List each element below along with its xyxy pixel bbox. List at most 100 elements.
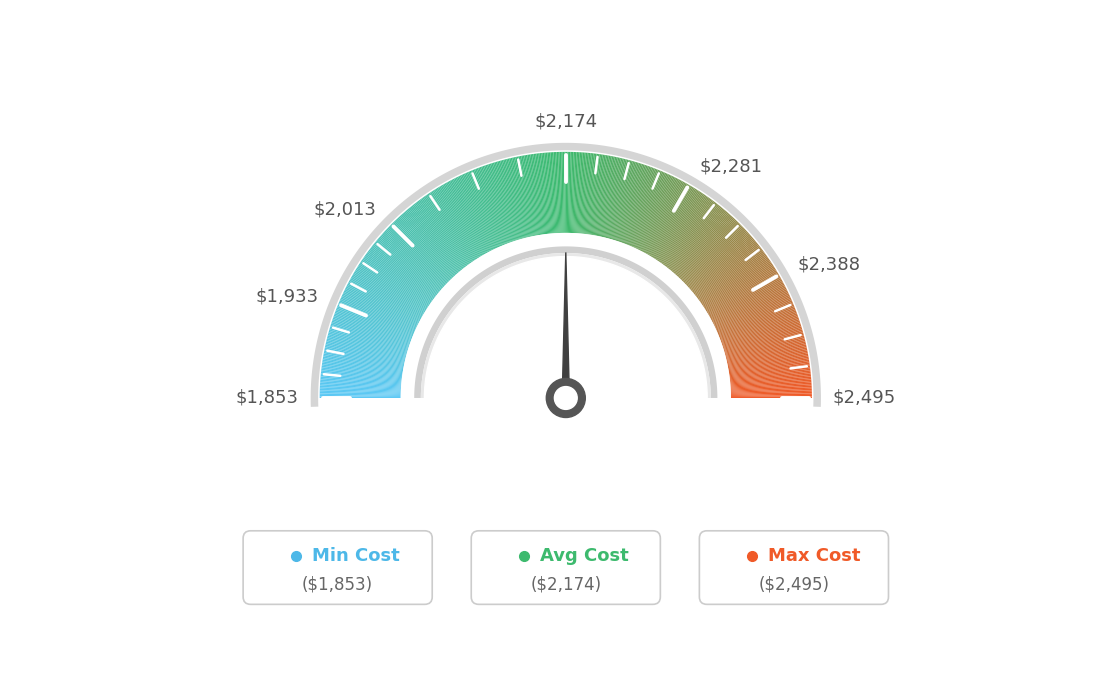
Polygon shape — [722, 316, 798, 344]
Polygon shape — [482, 166, 511, 243]
Polygon shape — [654, 189, 698, 259]
Polygon shape — [321, 373, 402, 382]
Polygon shape — [340, 297, 415, 331]
Polygon shape — [567, 152, 571, 233]
Polygon shape — [659, 195, 707, 263]
Polygon shape — [538, 153, 549, 234]
Polygon shape — [731, 392, 811, 395]
Polygon shape — [488, 164, 514, 242]
Polygon shape — [526, 155, 540, 235]
Polygon shape — [722, 319, 799, 346]
Polygon shape — [335, 312, 411, 341]
Polygon shape — [327, 337, 406, 358]
Polygon shape — [637, 176, 673, 250]
Polygon shape — [569, 152, 572, 233]
Polygon shape — [332, 319, 410, 346]
Polygon shape — [702, 258, 769, 305]
Polygon shape — [583, 153, 592, 234]
Polygon shape — [424, 398, 708, 413]
FancyBboxPatch shape — [699, 531, 889, 604]
Polygon shape — [412, 206, 463, 270]
Polygon shape — [616, 164, 641, 241]
Polygon shape — [325, 346, 404, 364]
Polygon shape — [636, 175, 672, 249]
Polygon shape — [729, 357, 808, 371]
Polygon shape — [320, 395, 401, 397]
Polygon shape — [402, 213, 457, 275]
Polygon shape — [540, 153, 549, 234]
Polygon shape — [333, 316, 410, 344]
Polygon shape — [648, 184, 690, 255]
Polygon shape — [360, 262, 428, 308]
Polygon shape — [625, 168, 655, 244]
Polygon shape — [347, 285, 420, 323]
Polygon shape — [691, 237, 753, 291]
Polygon shape — [680, 219, 736, 279]
Polygon shape — [577, 152, 584, 233]
Polygon shape — [697, 248, 762, 299]
Polygon shape — [310, 143, 821, 407]
Polygon shape — [725, 334, 804, 356]
Polygon shape — [371, 246, 436, 297]
Polygon shape — [410, 206, 463, 270]
Polygon shape — [433, 190, 477, 259]
Polygon shape — [650, 187, 693, 257]
Polygon shape — [619, 166, 648, 242]
Text: $1,933: $1,933 — [256, 287, 319, 305]
Polygon shape — [346, 286, 418, 324]
Polygon shape — [478, 168, 508, 244]
Polygon shape — [631, 172, 665, 247]
Polygon shape — [563, 152, 565, 233]
FancyBboxPatch shape — [243, 531, 433, 604]
Polygon shape — [364, 256, 431, 304]
Polygon shape — [731, 384, 811, 390]
Polygon shape — [357, 268, 426, 311]
Polygon shape — [375, 241, 438, 293]
Polygon shape — [599, 157, 618, 237]
Polygon shape — [436, 188, 480, 257]
Polygon shape — [445, 183, 486, 255]
Polygon shape — [715, 295, 789, 330]
Polygon shape — [395, 219, 452, 279]
Polygon shape — [731, 386, 811, 391]
Polygon shape — [323, 355, 403, 370]
Polygon shape — [323, 353, 403, 369]
Polygon shape — [320, 384, 401, 390]
Text: ($1,853): ($1,853) — [302, 575, 373, 593]
Polygon shape — [723, 322, 800, 348]
Polygon shape — [564, 152, 565, 233]
Polygon shape — [686, 228, 745, 285]
Polygon shape — [418, 200, 468, 266]
Polygon shape — [656, 192, 701, 260]
Polygon shape — [320, 376, 402, 384]
Polygon shape — [612, 161, 636, 239]
Polygon shape — [467, 172, 500, 247]
Polygon shape — [380, 235, 442, 290]
Polygon shape — [571, 152, 575, 233]
Polygon shape — [413, 204, 464, 269]
Polygon shape — [321, 366, 402, 377]
Polygon shape — [463, 174, 498, 248]
Polygon shape — [342, 293, 416, 328]
Polygon shape — [718, 303, 794, 335]
Polygon shape — [555, 152, 560, 233]
Polygon shape — [384, 230, 445, 286]
Polygon shape — [664, 200, 713, 266]
Polygon shape — [713, 286, 786, 324]
Polygon shape — [729, 355, 808, 370]
Polygon shape — [565, 152, 567, 233]
Polygon shape — [358, 265, 427, 310]
Polygon shape — [368, 250, 434, 300]
Polygon shape — [321, 367, 402, 378]
Polygon shape — [337, 306, 413, 337]
Polygon shape — [456, 177, 492, 250]
Polygon shape — [497, 161, 521, 239]
Polygon shape — [481, 166, 510, 243]
Polygon shape — [365, 253, 433, 302]
Polygon shape — [687, 230, 746, 286]
Polygon shape — [724, 329, 803, 353]
Polygon shape — [320, 397, 401, 398]
Polygon shape — [351, 277, 422, 317]
Polygon shape — [326, 342, 405, 361]
Polygon shape — [657, 193, 703, 261]
